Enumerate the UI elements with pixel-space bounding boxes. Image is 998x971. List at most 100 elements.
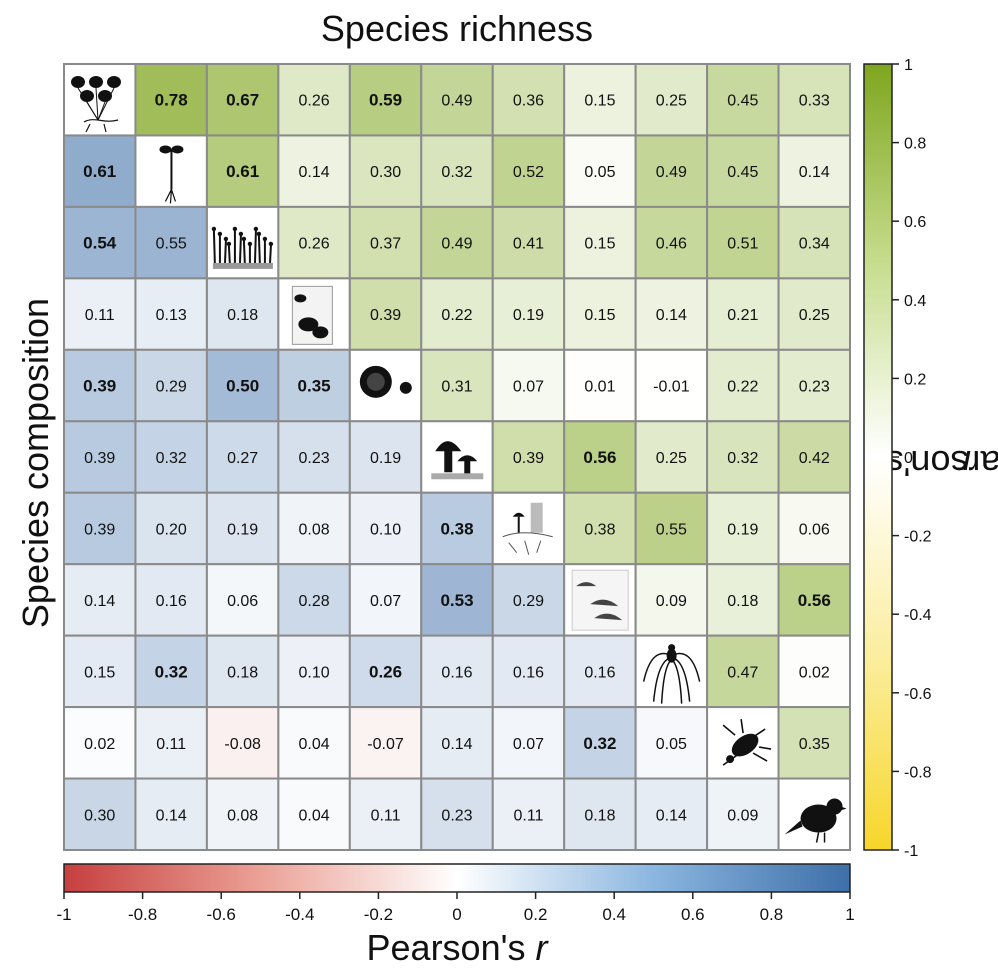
bracket-fungus-icon — [571, 569, 629, 631]
composition-cell-9-7 — [563, 706, 637, 780]
cell-value-0-4: 0.59 — [369, 91, 402, 110]
composition-cell-7-0 — [63, 563, 137, 637]
cell-value-4-5: 0.31 — [441, 379, 472, 396]
mushroom-icon — [431, 441, 484, 480]
cell-value-1-2: 0.61 — [226, 162, 259, 181]
right-tick-label-5: 0 — [904, 450, 913, 467]
richness-cell-5-7 — [563, 420, 637, 494]
cell-value-3-4: 0.39 — [370, 307, 401, 324]
cell-value-4-1: 0.29 — [156, 379, 187, 396]
composition-cell-10-8 — [634, 777, 709, 852]
colorbar-title-bottom: Pearson's r — [64, 926, 850, 970]
cell-value-8-0: 0.15 — [84, 664, 115, 681]
cell-value-8-2: 0.18 — [227, 664, 258, 681]
spider-icon — [642, 644, 701, 704]
cell-value-9-8: 0.05 — [656, 736, 687, 753]
cell-value-10-6: 0.11 — [513, 807, 543, 824]
cell-value-7-4: 0.07 — [370, 593, 401, 610]
cell-value-0-3: 0.26 — [299, 93, 330, 110]
seedling-icon — [159, 145, 184, 204]
richness-cell-4-8 — [634, 348, 709, 423]
cell-value-8-6: 0.16 — [513, 664, 544, 681]
cell-value-4-2: 0.50 — [226, 377, 259, 396]
cell-value-5-0: 0.39 — [84, 450, 115, 467]
cell-value-3-9: 0.21 — [727, 307, 758, 324]
composition-cell-2-0 — [63, 205, 137, 280]
bottom-tick-label-10: 1 — [845, 905, 854, 924]
cell-value-5-1: 0.32 — [156, 450, 187, 467]
cell-value-9-0: 0.02 — [84, 736, 115, 753]
cell-value-9-10: 0.35 — [799, 736, 830, 753]
cell-value-1-8: 0.49 — [656, 164, 687, 181]
cell-value-9-3: 0.04 — [299, 736, 330, 753]
chart-title-species-richness: Species richness — [320, 8, 594, 49]
composition-cell-5-0 — [63, 420, 137, 494]
composition-cell-6-4 — [348, 491, 423, 566]
composition-cell-7-6 — [491, 563, 566, 637]
cell-value-10-9: 0.09 — [727, 807, 758, 824]
composition-cell-10-6 — [491, 777, 566, 852]
cell-value-10-5: 0.23 — [441, 807, 472, 824]
richness-cell-0-7 — [563, 63, 637, 137]
right-tick-label-2: 0.6 — [904, 214, 926, 231]
cell-value-0-10: 0.33 — [799, 93, 830, 110]
composition-cell-5-3 — [277, 420, 351, 494]
cell-value-10-4: 0.11 — [371, 807, 401, 824]
richness-cell-3-7 — [563, 277, 637, 351]
cell-value-2-6: 0.41 — [513, 236, 544, 253]
cell-value-9-2: -0.08 — [224, 736, 261, 753]
cell-value-7-10: 0.56 — [798, 591, 831, 610]
cell-value-4-9: 0.22 — [727, 379, 758, 396]
cell-value-0-2: 0.67 — [226, 91, 259, 110]
right-tick-label-9: -0.8 — [904, 764, 932, 781]
composition-cell-10-9 — [706, 777, 780, 852]
cell-value-2-0: 0.54 — [83, 234, 117, 253]
cell-value-0-5: 0.49 — [441, 93, 472, 110]
composition-cell-6-3 — [277, 491, 351, 566]
cell-value-3-5: 0.22 — [441, 307, 472, 324]
cell-value-0-6: 0.36 — [513, 93, 544, 110]
cell-value-4-6: 0.07 — [513, 379, 544, 396]
richness-cell-1-6 — [491, 134, 566, 208]
composition-cell-6-1 — [134, 491, 208, 566]
richness-cell-2-4 — [348, 205, 423, 280]
richness-cell-5-6 — [491, 420, 566, 494]
composition-cell-7-1 — [134, 563, 208, 637]
richness-cell-4-7 — [563, 348, 637, 423]
right-tick-label-8: -0.6 — [904, 686, 932, 703]
richness-cell-1-5 — [420, 134, 494, 208]
cell-value-7-3: 0.28 — [299, 593, 330, 610]
cell-value-10-7: 0.18 — [584, 807, 615, 824]
cell-value-6-0: 0.39 — [84, 521, 115, 538]
right-tick-label-7: -0.4 — [904, 607, 932, 624]
cell-value-1-6: 0.52 — [513, 164, 544, 181]
composition-cell-5-4 — [348, 420, 423, 494]
richness-cell-6-7 — [563, 491, 637, 566]
richness-cell-3-8 — [634, 277, 709, 351]
cell-value-2-9: 0.51 — [727, 236, 758, 253]
composition-cell-8-5 — [420, 634, 494, 709]
bottom-tick-label-0: -1 — [56, 905, 71, 924]
cell-value-2-3: 0.26 — [299, 236, 330, 253]
cell-value-4-3: 0.35 — [298, 377, 331, 396]
cell-value-2-8: 0.46 — [656, 236, 687, 253]
richness-cell-6-8 — [634, 491, 709, 566]
bottom-tick-label-1: -0.8 — [128, 905, 157, 924]
composition-cell-8-0 — [63, 634, 137, 709]
cell-value-4-8: -0.01 — [653, 379, 690, 396]
cell-value-0-9: 0.45 — [727, 93, 758, 110]
cell-value-8-9: 0.47 — [727, 664, 758, 681]
cell-value-1-0: 0.61 — [83, 162, 116, 181]
composition-cell-9-1 — [134, 706, 208, 780]
right-tick-label-6: -0.2 — [904, 529, 932, 546]
cell-value-2-10: 0.34 — [799, 236, 830, 253]
richness-cell-3-5 — [420, 277, 494, 351]
composition-cell-8-6 — [491, 634, 566, 709]
composition-cell-3-2 — [205, 277, 280, 351]
richness-cell-6-10 — [777, 491, 852, 566]
composition-cell-9-3 — [277, 706, 351, 780]
cell-value-7-9: 0.18 — [727, 593, 758, 610]
cell-value-4-7: 0.01 — [584, 379, 615, 396]
cell-value-9-1: 0.11 — [156, 736, 186, 753]
composition-cell-10-1 — [134, 777, 208, 852]
